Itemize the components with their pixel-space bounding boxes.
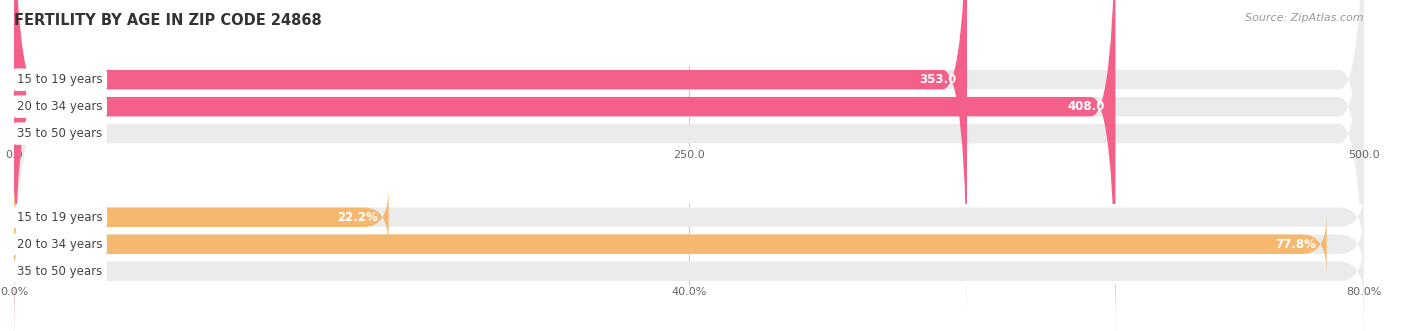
Text: 0.0: 0.0 [34, 127, 53, 140]
Text: Source: ZipAtlas.com: Source: ZipAtlas.com [1246, 13, 1364, 23]
Text: 15 to 19 years: 15 to 19 years [17, 211, 103, 224]
Text: 35 to 50 years: 35 to 50 years [17, 265, 103, 278]
Text: 353.0: 353.0 [920, 73, 956, 86]
Text: 20 to 34 years: 20 to 34 years [17, 238, 103, 251]
FancyBboxPatch shape [14, 188, 1364, 246]
Text: FERTILITY BY AGE IN ZIP CODE 24868: FERTILITY BY AGE IN ZIP CODE 24868 [14, 13, 322, 28]
FancyBboxPatch shape [14, 0, 1364, 331]
Text: 20 to 34 years: 20 to 34 years [17, 100, 103, 113]
FancyBboxPatch shape [14, 0, 1115, 331]
FancyBboxPatch shape [14, 0, 967, 313]
FancyBboxPatch shape [14, 0, 1364, 313]
Text: 15 to 19 years: 15 to 19 years [17, 73, 103, 86]
Text: 35 to 50 years: 35 to 50 years [17, 127, 103, 140]
Text: 22.2%: 22.2% [337, 211, 378, 224]
FancyBboxPatch shape [14, 215, 1327, 273]
FancyBboxPatch shape [14, 215, 1364, 273]
Text: 408.0: 408.0 [1067, 100, 1105, 113]
FancyBboxPatch shape [14, 242, 1364, 300]
FancyBboxPatch shape [14, 188, 388, 246]
FancyBboxPatch shape [14, 0, 1364, 331]
Text: 0.0%: 0.0% [34, 265, 63, 278]
Text: 77.8%: 77.8% [1275, 238, 1316, 251]
